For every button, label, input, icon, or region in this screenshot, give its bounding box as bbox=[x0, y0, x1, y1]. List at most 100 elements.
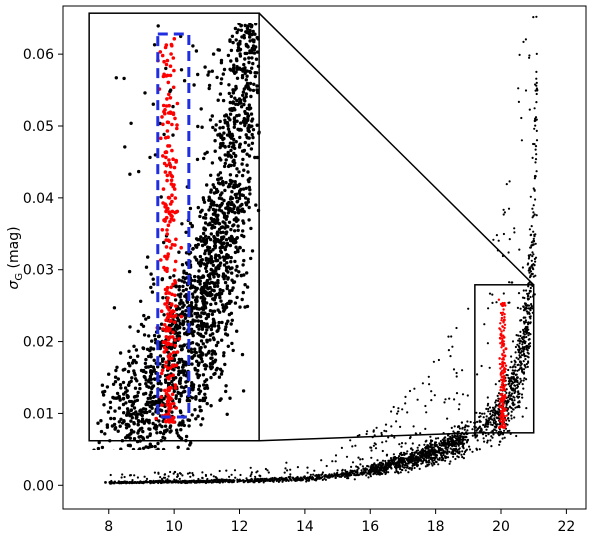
field-star-point bbox=[530, 259, 533, 262]
field-star-point bbox=[214, 476, 217, 479]
inset-star-point bbox=[148, 433, 152, 438]
field-star-point bbox=[425, 456, 428, 460]
field-star-point bbox=[486, 441, 489, 444]
inset-star-point bbox=[221, 289, 225, 293]
inset-star-point bbox=[200, 311, 204, 315]
field-star-point bbox=[516, 306, 520, 309]
field-star-point bbox=[228, 475, 231, 478]
inset-star-point bbox=[222, 164, 227, 169]
field-star-point bbox=[384, 459, 387, 463]
field-star-point bbox=[356, 466, 359, 469]
inset-star-point bbox=[207, 252, 211, 256]
field-star-point bbox=[349, 469, 352, 472]
field-star-point bbox=[491, 293, 494, 296]
inset-star-point bbox=[156, 334, 161, 339]
field-star-point bbox=[523, 333, 526, 336]
inset-star-point bbox=[93, 455, 96, 458]
field-star-point bbox=[479, 415, 482, 418]
inset-star-point bbox=[201, 334, 206, 339]
inset-star-point bbox=[184, 380, 188, 384]
inset-star-point bbox=[241, 248, 246, 253]
inset-star-point bbox=[131, 504, 134, 507]
inset-star-point bbox=[121, 380, 126, 385]
field-star-point bbox=[505, 373, 508, 377]
field-star-point bbox=[285, 461, 288, 464]
inset-star-point bbox=[137, 429, 141, 433]
inset-star-point bbox=[181, 305, 185, 309]
field-star-point bbox=[512, 395, 515, 398]
inset-star-point bbox=[250, 249, 255, 253]
inset-star-point bbox=[140, 450, 143, 453]
inset-star-point bbox=[215, 75, 219, 80]
inset-star-point bbox=[211, 263, 215, 267]
inset-star-point bbox=[171, 133, 175, 137]
inset-star-point bbox=[205, 338, 209, 342]
selected-star-point bbox=[502, 329, 505, 332]
field-star-point bbox=[469, 420, 472, 424]
inset-star-point bbox=[251, 29, 255, 34]
field-star-point bbox=[529, 342, 532, 345]
inset-star-point bbox=[228, 39, 232, 43]
inset-star-point bbox=[196, 275, 200, 279]
inset-star-point bbox=[196, 362, 201, 366]
inset-star-point bbox=[247, 60, 251, 65]
inset-star-point bbox=[236, 127, 240, 131]
inset-star-point bbox=[159, 471, 162, 474]
field-star-point bbox=[507, 207, 511, 210]
field-star-point bbox=[325, 464, 328, 468]
field-star-point bbox=[486, 396, 489, 399]
field-star-point bbox=[334, 460, 337, 463]
inset-star-point bbox=[176, 365, 181, 370]
inset-star-point bbox=[155, 431, 159, 435]
field-star-point bbox=[250, 473, 253, 476]
inset-star-point bbox=[158, 423, 162, 427]
inset-star-point bbox=[89, 496, 92, 499]
field-star-point bbox=[313, 469, 316, 472]
field-star-point bbox=[478, 412, 481, 415]
field-star-point bbox=[428, 449, 431, 452]
field-star-point bbox=[317, 476, 320, 479]
field-star-point bbox=[393, 436, 396, 439]
field-star-point bbox=[502, 232, 505, 236]
inset-star-point bbox=[156, 24, 160, 28]
inset-star-point bbox=[148, 404, 152, 409]
field-star-point bbox=[378, 468, 381, 471]
inset-star-point bbox=[237, 196, 242, 201]
inset-star-point bbox=[202, 156, 206, 161]
field-star-point bbox=[497, 411, 500, 414]
inset-star-point bbox=[131, 358, 136, 363]
field-star-point bbox=[159, 476, 162, 479]
inset-star-point bbox=[169, 323, 173, 328]
inset-star-point bbox=[224, 389, 228, 394]
inset-star-point bbox=[234, 154, 238, 158]
inset-star-point bbox=[149, 364, 153, 369]
field-star-point bbox=[440, 444, 443, 447]
field-star-point bbox=[245, 477, 248, 480]
inset-star-point bbox=[255, 123, 259, 127]
inset-star-point bbox=[172, 358, 177, 363]
field-star-point bbox=[330, 474, 333, 477]
field-star-point bbox=[371, 463, 374, 466]
inset-star-point bbox=[182, 386, 186, 390]
inset-star-point bbox=[238, 245, 242, 250]
field-star-point bbox=[306, 471, 309, 474]
field-star-point bbox=[524, 89, 528, 92]
inset-star-point bbox=[189, 301, 194, 305]
inset-star-point bbox=[242, 62, 246, 67]
inset-star-point bbox=[211, 270, 215, 275]
field-star-point bbox=[400, 451, 403, 454]
inset-star-point bbox=[197, 391, 201, 396]
inset-star-point bbox=[177, 319, 181, 323]
field-star-point bbox=[406, 462, 409, 465]
inset-star-point bbox=[244, 30, 249, 34]
inset-star-point bbox=[97, 456, 100, 459]
field-star-point bbox=[497, 239, 500, 242]
field-star-point bbox=[533, 213, 536, 216]
inset-star-point bbox=[224, 232, 228, 236]
inset-star-point bbox=[181, 390, 186, 394]
inset-star-point bbox=[246, 178, 250, 182]
selected-star-point bbox=[501, 392, 504, 395]
inset-star-point bbox=[96, 421, 100, 425]
field-star-point bbox=[461, 427, 464, 430]
inset-star-point bbox=[190, 413, 194, 417]
